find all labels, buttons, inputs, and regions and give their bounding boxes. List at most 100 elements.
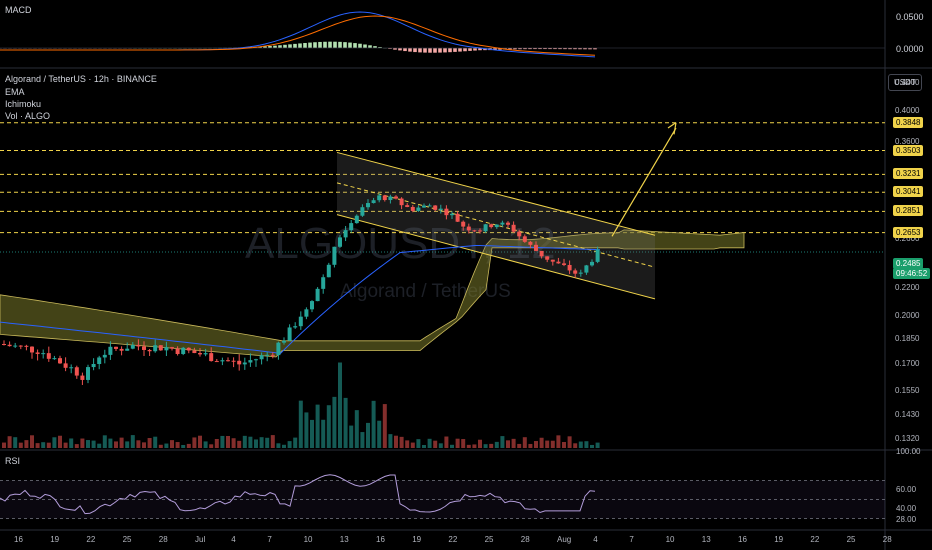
volume-bar [539, 437, 544, 448]
candle-body [595, 249, 600, 262]
level-label-4: 0.2851 [893, 205, 924, 217]
volume-bar [114, 441, 118, 448]
candle-body [444, 208, 449, 216]
volume-bar [343, 397, 348, 448]
unit-button[interactable]: USDT [888, 74, 922, 91]
time-label-13: 25 [484, 535, 494, 544]
ema-line [0, 245, 601, 355]
candle-body [203, 353, 208, 355]
volume-bar [584, 441, 589, 448]
macd-hist-bar [298, 43, 302, 48]
time-label-1: 19 [50, 535, 60, 544]
candle-body [270, 354, 275, 356]
candle-body [366, 203, 370, 208]
volume-bar [248, 436, 253, 448]
volume-bar [366, 422, 370, 448]
macd-hist-bar [338, 41, 342, 48]
indicator-ichimoku[interactable]: Ichimoku [5, 99, 42, 109]
candle-body [511, 224, 516, 232]
time-label-4: 28 [158, 535, 168, 544]
candle-body [315, 288, 320, 302]
macd-signal-line [0, 15, 596, 56]
price-tick-2: 0.3600 [895, 137, 920, 147]
macd-hist-bar [288, 44, 292, 48]
volume-bar [108, 438, 113, 448]
volume-bar [304, 412, 309, 448]
time-label-0: 16 [14, 535, 23, 544]
candle-body [556, 261, 561, 264]
candle-body [259, 355, 264, 360]
volume-bar [377, 420, 382, 448]
indicator-ema[interactable]: EMA [5, 87, 25, 97]
candle-body [142, 346, 146, 350]
volume-bar [310, 419, 314, 448]
candle-body [74, 367, 79, 376]
volume-bar [422, 444, 426, 448]
candle-body [24, 345, 29, 347]
time-label-17: 7 [629, 535, 634, 544]
candle-body [136, 344, 141, 347]
volume-bar [399, 436, 404, 448]
candle-body [46, 353, 51, 359]
candle-body [198, 353, 202, 355]
candle-body [214, 361, 219, 363]
candle-body [410, 206, 415, 211]
candle-body [287, 327, 292, 341]
candle-body [97, 357, 102, 364]
candle-body [80, 375, 85, 380]
macd-hist-bar [513, 48, 517, 50]
symbol-title[interactable]: Algorand / TetherUS · 12h · BINANCE [5, 74, 157, 84]
candle-body [394, 196, 398, 199]
macd-hist-bar [343, 42, 347, 48]
volume-bar [91, 440, 96, 448]
candle-body [170, 347, 174, 349]
macd-hist-bar [418, 48, 422, 53]
macd-hist-bar [358, 43, 362, 48]
channel-bottom [336, 214, 656, 300]
candle-body [153, 345, 158, 352]
candle-body [175, 348, 180, 354]
candle-body [332, 246, 337, 265]
channel-top [336, 151, 656, 236]
candle-body [237, 360, 242, 365]
macd-hist-bar [588, 48, 592, 50]
macd-hist-bar [318, 41, 322, 48]
candle-body [573, 270, 578, 274]
projection-arrow [611, 127, 677, 237]
volume-bar [562, 441, 566, 448]
volume-bar [293, 437, 298, 448]
macd-hist-bar [468, 48, 472, 51]
indicator-volume[interactable]: Vol · ALGO [5, 111, 51, 121]
rsi-tick-3: 28.00 [896, 515, 917, 525]
time-label-16: 4 [593, 535, 598, 544]
macd-hist-bar [258, 46, 262, 48]
candle-body [422, 205, 426, 208]
candle-body [550, 259, 555, 262]
volume-bar [170, 440, 174, 448]
macd-hist-bar [548, 48, 552, 50]
macd-hist-bar [463, 48, 467, 52]
macd-hist-bar [508, 48, 512, 50]
macd-hist-bar [408, 48, 412, 52]
volume-bar [259, 437, 264, 448]
volume-bar [466, 444, 471, 448]
price-tick-7: 0.1700 [895, 359, 920, 369]
volume-bar [478, 439, 482, 448]
volume-bar [13, 437, 18, 448]
time-label-10: 16 [376, 535, 385, 544]
candle-body [461, 221, 466, 227]
level-label-0: 0.3848 [893, 116, 924, 128]
volume-bar [545, 440, 550, 448]
candle-body [399, 198, 404, 206]
candle-body [158, 345, 163, 351]
macd-hist-bar [433, 48, 437, 53]
macd-hist-bar [333, 41, 337, 48]
time-label-3: 25 [122, 535, 132, 544]
candle-body [489, 224, 494, 228]
volume-bar [444, 436, 449, 448]
price-tick-1: 0.4000 [895, 106, 920, 116]
macd-hist-bar [578, 48, 582, 50]
candle-body [494, 224, 499, 228]
time-label-14: 28 [520, 535, 530, 544]
